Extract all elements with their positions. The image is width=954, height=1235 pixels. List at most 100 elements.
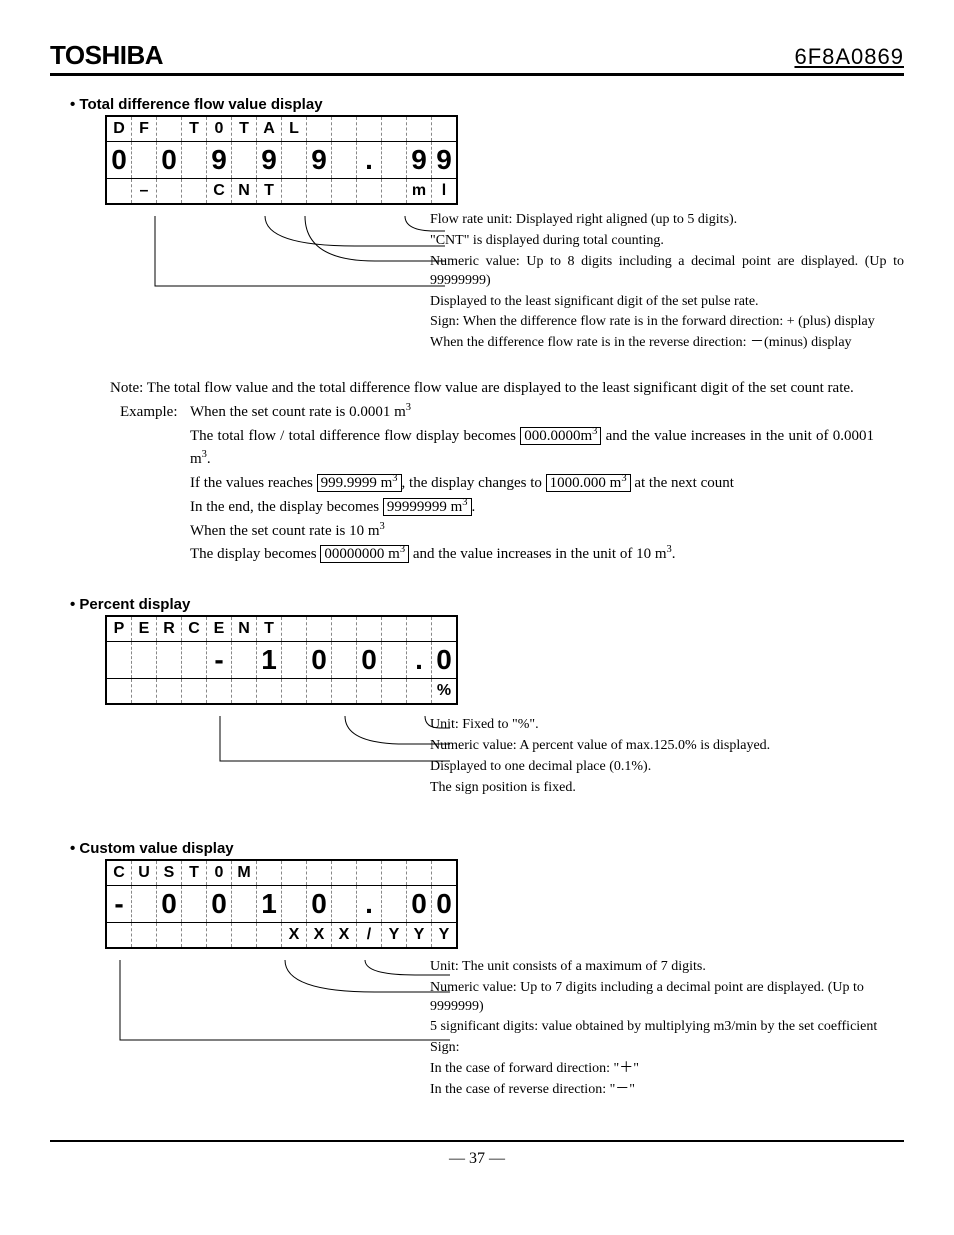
lcd-cell: 0	[107, 142, 132, 178]
page-footer: — 37 —	[50, 1140, 904, 1168]
lcd-cell	[282, 142, 307, 178]
lcd-cell: N	[232, 617, 257, 641]
lcd-cell	[357, 861, 382, 885]
note-text: When the set count rate is 0.0001 m	[190, 404, 406, 420]
lcd-cell: 0	[357, 642, 382, 678]
lcd-cell: X	[332, 923, 357, 947]
note-text: If the values reaches	[190, 475, 317, 491]
lcd-cell: T	[257, 617, 282, 641]
lcd-cell: Y	[407, 923, 432, 947]
lcd-cell: .	[407, 642, 432, 678]
lcd-cell	[282, 679, 307, 703]
lcd-cell	[207, 679, 232, 703]
lcd-cell: 0	[307, 642, 332, 678]
lcd-cell: 9	[307, 142, 332, 178]
note-text: In the end, the display becomes	[190, 499, 383, 515]
lcd-cell: 0	[432, 886, 456, 922]
lcd-cell	[282, 861, 307, 885]
lcd-cell: P	[107, 617, 132, 641]
lcd-cell	[382, 117, 407, 141]
lcd-cell	[332, 179, 357, 203]
lcd-cell: m	[407, 179, 432, 203]
lcd-custom: CUST0M -0010.00 XXX/YYY	[105, 859, 904, 952]
lcd-cell: M	[232, 861, 257, 885]
annot-line: Flow rate unit: Displayed right aligned …	[430, 211, 904, 230]
annot-line: Displayed to the least significant digit…	[430, 293, 904, 312]
lcd-cell: T	[257, 179, 282, 203]
annotations-percent: Unit: Fixed to "%". Numeric value: A per…	[430, 716, 904, 798]
lcd-cell	[382, 179, 407, 203]
lcd-cell: -	[107, 886, 132, 922]
lcd-cell: l	[432, 179, 456, 203]
lcd-cell	[132, 142, 157, 178]
note-text: , the display changes to	[402, 475, 546, 491]
lcd-cell: 0	[207, 117, 232, 141]
lcd-cell: C	[182, 617, 207, 641]
lcd-cell	[232, 642, 257, 678]
note-text: at the next count	[631, 475, 734, 491]
lcd-cell: 0	[207, 886, 232, 922]
lcd-cell: 0	[432, 642, 456, 678]
lcd-cell: 0	[407, 886, 432, 922]
lcd-cell	[357, 617, 382, 641]
lcd-cell: 9	[257, 142, 282, 178]
section-title-percent: Percent display	[70, 596, 904, 613]
lcd-cell	[132, 923, 157, 947]
lcd-cell: 0	[307, 886, 332, 922]
boxed-value: 99999999 m	[387, 499, 462, 515]
annot-line: Sign: When the difference flow rate is i…	[430, 313, 904, 332]
lcd-row: %	[107, 678, 456, 703]
lcd-cell	[182, 886, 207, 922]
lcd-cell	[307, 861, 332, 885]
lcd-cell: –	[132, 179, 157, 203]
lcd-cell	[182, 679, 207, 703]
lcd-cell	[332, 142, 357, 178]
lcd-cell: C	[107, 861, 132, 885]
lcd-cell: 0	[157, 886, 182, 922]
lcd-row: XXX/YYY	[107, 922, 456, 947]
boxed-value: 00000000 m	[324, 546, 399, 562]
lcd-cell	[257, 923, 282, 947]
lcd-cell	[132, 679, 157, 703]
lcd-cell	[107, 179, 132, 203]
lcd-cell	[232, 923, 257, 947]
annot-line: In the case of reverse direction: "－"	[430, 1081, 904, 1100]
lcd-total-diff: DFT0TAL 00999.99 –CNTml	[105, 115, 904, 208]
lcd-row: PERCENT	[107, 617, 456, 641]
brand-logo: TOSHIBA	[50, 40, 163, 71]
lcd-cell: C	[207, 179, 232, 203]
lcd-cell	[232, 679, 257, 703]
lcd-cell	[332, 617, 357, 641]
section-title-total-diff: Total difference flow value display	[70, 96, 904, 113]
lcd-cell	[357, 679, 382, 703]
lcd-cell	[157, 642, 182, 678]
lcd-cell	[407, 861, 432, 885]
lcd-cell	[232, 142, 257, 178]
lcd-cell	[307, 117, 332, 141]
lcd-cell: T	[182, 861, 207, 885]
lcd-cell	[282, 886, 307, 922]
lcd-cell	[182, 642, 207, 678]
lcd-cell	[232, 886, 257, 922]
section-title-custom: Custom value display	[70, 840, 904, 857]
lcd-cell	[157, 923, 182, 947]
lcd-cell: T	[182, 117, 207, 141]
lcd-cell: X	[282, 923, 307, 947]
note-lead: Note: The total flow value and the total…	[110, 378, 874, 400]
lcd-row: CUST0M	[107, 861, 456, 885]
document-code: 6F8A0869	[794, 44, 904, 70]
lcd-cell	[357, 117, 382, 141]
annot-line: Numeric value: A percent value of max.12…	[430, 737, 904, 756]
lcd-cell	[382, 142, 407, 178]
lcd-cell: U	[132, 861, 157, 885]
annotations-total-diff: Flow rate unit: Displayed right aligned …	[430, 211, 904, 353]
lcd-cell: .	[357, 142, 382, 178]
lcd-cell	[257, 679, 282, 703]
lcd-cell	[157, 117, 182, 141]
annot-line: Numeric value: Up to 8 digits including …	[430, 253, 904, 291]
lcd-cell	[132, 886, 157, 922]
lcd-cell: 0	[207, 861, 232, 885]
note-block: Note: The total flow value and the total…	[110, 378, 874, 566]
page-number: — 37 —	[449, 1150, 505, 1167]
annot-line: The sign position is fixed.	[430, 779, 904, 798]
